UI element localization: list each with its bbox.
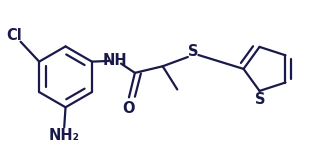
Text: S: S bbox=[188, 43, 198, 59]
Text: O: O bbox=[122, 101, 135, 116]
Text: Cl: Cl bbox=[6, 28, 22, 43]
Text: NH: NH bbox=[103, 54, 127, 68]
Text: NH₂: NH₂ bbox=[49, 128, 80, 143]
Text: S: S bbox=[255, 92, 265, 107]
